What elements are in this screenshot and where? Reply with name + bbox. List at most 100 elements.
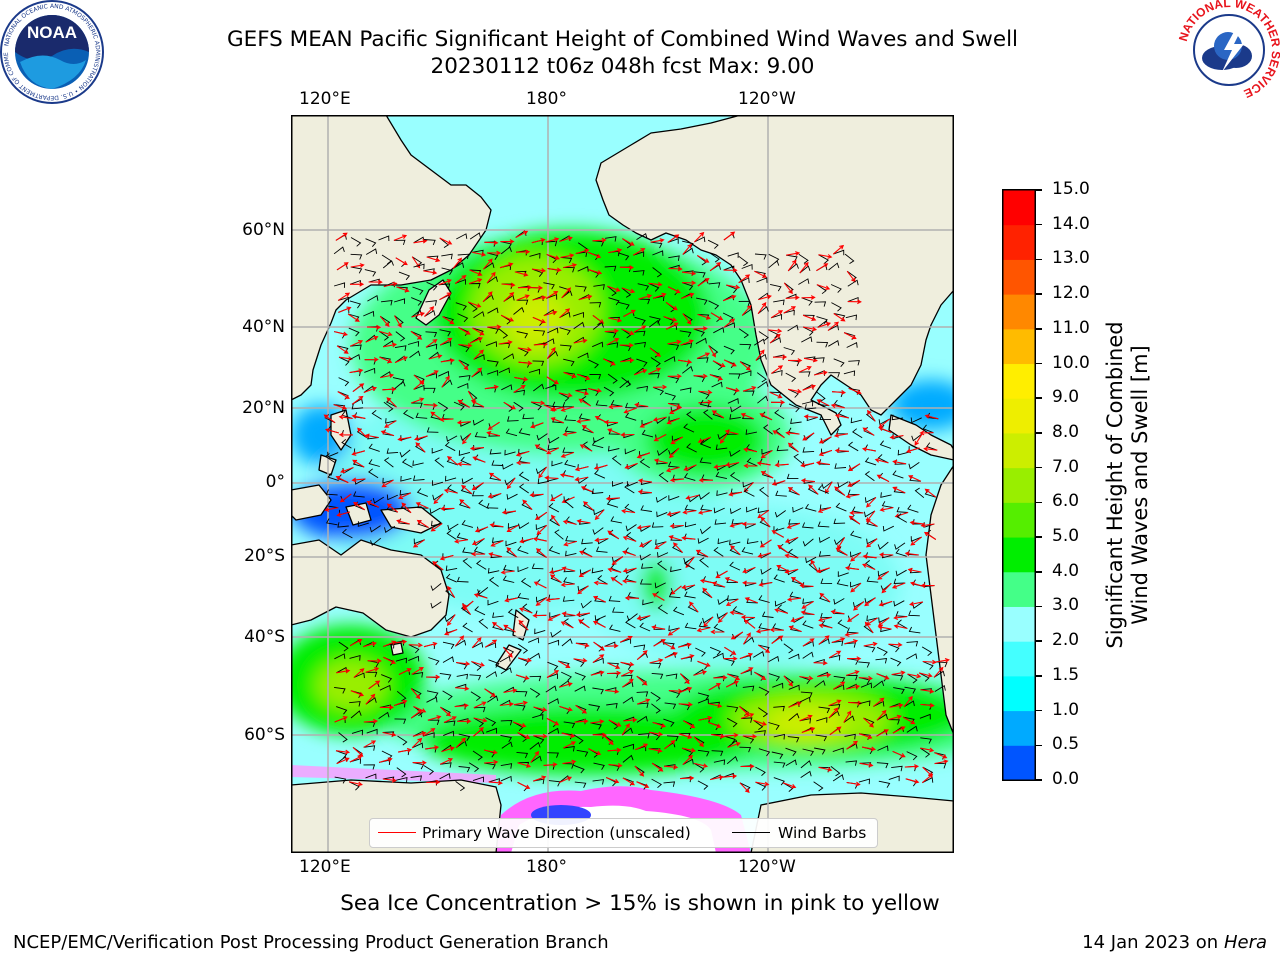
wind-barb [787,548,799,559]
wind-barb [476,560,487,570]
wave-direction-arrow [504,597,519,603]
chart-title-line-1: GEFS MEAN Pacific Significant Height of … [226,27,1019,52]
wave-direction-arrow [560,621,574,629]
wind-barb [895,611,908,618]
wind-barb [473,717,484,728]
wind-barb [592,687,604,695]
wave-direction-arrow [663,316,678,322]
wind-barb [559,327,571,336]
wind-barb [563,611,576,617]
wave-direction-arrow [364,433,379,439]
wave-direction-arrow [865,497,877,508]
wave-direction-arrow [573,657,588,663]
wind-barb [787,736,800,743]
wind-barb [445,475,457,482]
wind-barb [684,591,696,599]
wind-barb [776,445,789,452]
colorbar-segment [1003,398,1035,434]
wave-direction-arrow [533,581,547,589]
wind-barb [547,444,559,451]
wind-barb [650,691,661,702]
map-legend: Primary Wave Direction (unscaled) Wind B… [369,818,878,848]
wave-direction-arrow [784,568,799,574]
wind-barb [817,671,829,678]
wind-barb [801,400,814,407]
wind-barb [416,488,428,497]
wind-barb [666,735,679,742]
wave-direction-arrow [622,550,636,557]
wave-direction-arrow [893,624,908,630]
wind-barb [745,429,757,435]
colorbar-tick-label: 7.0 [1052,456,1080,477]
wave-direction-arrow [844,639,859,645]
wind-barb [624,503,636,514]
wave-direction-arrow [713,675,728,680]
wave-direction-arrow [828,707,839,719]
colorbar-tick-label: 1.0 [1052,699,1080,720]
wave-direction-arrow [726,387,740,393]
wind-barb [639,458,650,469]
wind-barb [738,300,751,307]
wind-barb [504,449,516,456]
wave-direction-arrow [877,570,890,580]
wind-barb [488,659,500,668]
wave-direction-arrow [471,367,483,378]
wave-direction-arrow [486,430,501,437]
wind-barb [715,444,728,451]
wind-barb [693,328,705,337]
wave-direction-arrow [843,710,852,723]
wind-barb [711,381,723,388]
wind-barb [893,600,905,607]
wind-barb [341,438,352,449]
wave-direction-arrow [697,660,711,668]
wave-direction-arrow [559,705,573,712]
wind-barb [648,319,660,328]
wave-direction-arrow [678,642,692,648]
wind-barb [699,399,712,408]
wave-direction-arrow [428,354,443,360]
wave-direction-arrow [396,519,410,525]
wave-direction-arrow [530,422,544,429]
wind-barb [590,722,602,730]
wind-barb [518,471,530,482]
wind-barb [439,329,452,337]
wave-direction-arrow [876,709,887,721]
wave-direction-arrow [518,360,533,366]
wind-barb [820,578,833,584]
wave-direction-arrow [918,672,933,678]
wave-direction-arrow [783,282,793,295]
wave-direction-arrow [532,316,546,324]
wind-barb [363,745,376,751]
wind-barb [368,459,380,467]
wind-barb [846,674,858,681]
wind-barb [413,236,425,244]
wind-barb [682,365,694,374]
wind-barb [533,329,546,336]
wind-barb [411,402,423,409]
wind-barb [561,671,572,681]
wind-barb [684,521,697,528]
wave-direction-arrow [727,741,741,748]
wind-barb [621,727,633,736]
wave-direction-arrow [433,493,444,505]
wave-direction-arrow [907,673,922,679]
wind-barb [533,383,545,392]
colorbar-tick [1036,397,1042,399]
wave-direction-arrow [933,666,944,678]
wave-direction-arrow [650,238,665,243]
wave-direction-arrow [620,432,635,438]
wave-direction-arrow [662,642,676,650]
wind-barb [742,685,755,692]
wind-barb [848,360,860,366]
wind-barb [777,604,789,614]
wind-barb [934,763,947,769]
wave-direction-arrow [743,463,758,469]
wind-barb [698,621,711,629]
wave-direction-arrow [535,548,547,558]
wave-direction-arrow [623,717,638,723]
wave-direction-arrow [413,238,428,244]
wave-direction-arrow [619,635,633,643]
wind-barb [365,248,378,255]
wind-barb [473,706,486,713]
wave-direction-arrow [710,312,724,320]
